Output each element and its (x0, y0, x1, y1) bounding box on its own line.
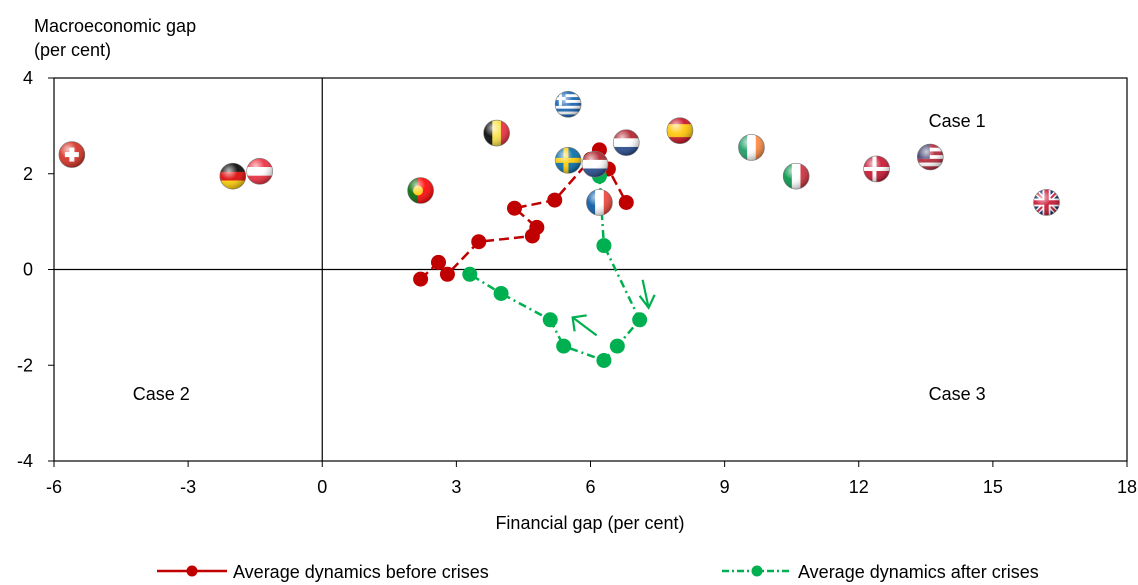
flag-gloss (246, 158, 273, 185)
arrow-head (638, 294, 656, 310)
case-annotation: Case 2 (133, 384, 190, 404)
y-tick-label: 4 (23, 68, 33, 88)
series-line-2 (469, 176, 642, 362)
y-axis-label-line-2: (per cent) (34, 40, 111, 60)
series-2-point (596, 238, 612, 254)
series-2-point (609, 338, 625, 354)
flag-gloss (613, 129, 640, 156)
flag-netherlands-icon (612, 129, 640, 156)
x-tick-label: 0 (317, 477, 327, 497)
legend-label-1: Average dynamics before crises (233, 562, 489, 582)
x-axis-label: Financial gap (per cent) (495, 513, 684, 533)
flag-gloss (917, 143, 944, 170)
flag-rim (581, 150, 609, 178)
y-tick-label: -2 (17, 355, 33, 375)
flag-portugal-icon (407, 177, 434, 204)
flag-gloss (483, 120, 510, 147)
flag-rim (407, 177, 434, 204)
flag-gloss (219, 163, 246, 190)
flag-gloss (666, 117, 693, 144)
series-2-point (596, 352, 612, 368)
arrow-shaft (571, 316, 598, 337)
arrow-shaft (641, 279, 650, 309)
flag-spain-icon (666, 117, 694, 144)
flag-rim (612, 129, 640, 156)
flag-rim (483, 119, 510, 147)
flag-rim (916, 143, 944, 171)
series-1-point (506, 200, 522, 216)
flag-rim (219, 162, 247, 190)
legend-marker-1 (186, 565, 198, 577)
flag-france-icon (586, 189, 613, 216)
flag-rim (738, 134, 765, 161)
series-2-point (632, 312, 648, 328)
series-2-point (542, 312, 558, 328)
direction-arrow (571, 314, 598, 337)
flag-gloss (863, 155, 890, 182)
x-tick-label: 9 (720, 477, 730, 497)
flag-gloss (555, 147, 582, 174)
x-tick-label: 15 (983, 477, 1003, 497)
flag-gloss (58, 141, 85, 168)
flag-uk-icon (1033, 189, 1060, 216)
series-1-point (618, 194, 634, 210)
x-tick-label: -6 (46, 477, 62, 497)
flag-gloss (581, 151, 608, 178)
case-annotation: Case 3 (929, 384, 986, 404)
flag-austria-icon (246, 158, 273, 185)
y-tick-label: 0 (23, 260, 33, 280)
flag-rim (554, 91, 582, 118)
flag-belgium-icon (483, 119, 510, 147)
arrow-head (571, 314, 587, 332)
series-1-point (529, 219, 545, 235)
flag-gloss (586, 189, 613, 216)
y-tick-label: 2 (23, 164, 33, 184)
case-annotation: Case 1 (929, 111, 986, 131)
flag-rim (586, 189, 613, 216)
flag-netherlands-icon (581, 150, 609, 178)
flag-rim (554, 147, 582, 174)
legend-marker-2 (751, 565, 763, 577)
flag-rim (666, 117, 694, 144)
direction-arrow (638, 279, 656, 310)
series-1-point (439, 266, 455, 282)
series-1-point (471, 234, 487, 250)
flag-gloss (738, 134, 765, 161)
legend-label-2: Average dynamics after crises (798, 562, 1039, 582)
flag-rim (863, 155, 890, 183)
series-2-point (462, 266, 478, 282)
series-2-point (556, 338, 572, 354)
flag-germany-icon (219, 162, 247, 190)
flag-rim (58, 141, 86, 168)
flag-gloss (1033, 189, 1060, 216)
flag-denmark-icon (863, 155, 890, 183)
y-tick-label: -4 (17, 451, 33, 471)
x-tick-label: 12 (849, 477, 869, 497)
flag-italy-icon (782, 162, 810, 190)
flag-rim (246, 158, 273, 185)
flag-greece-icon (554, 91, 582, 118)
series-2-point (493, 285, 509, 301)
series-1-point (413, 271, 429, 287)
flag-rim (782, 162, 810, 190)
series-1-point (547, 192, 563, 208)
x-tick-label: 18 (1117, 477, 1137, 497)
x-tick-label: -3 (180, 477, 196, 497)
flag-gloss (555, 91, 582, 118)
flag-gloss (407, 177, 434, 204)
flag-rim (1033, 189, 1060, 216)
flag-switzerland-icon (58, 141, 86, 168)
flag-ireland-icon (738, 134, 765, 161)
flag-sweden-icon (554, 147, 582, 174)
series-1-point (430, 254, 446, 270)
x-tick-label: 6 (585, 477, 595, 497)
y-axis-label-line-1: Macroeconomic gap (34, 16, 196, 36)
legend: Average dynamics before crises Average dy… (157, 562, 1039, 582)
flag-gloss (783, 163, 810, 190)
flag-usa-icon (916, 143, 944, 171)
x-tick-label: 3 (451, 477, 461, 497)
